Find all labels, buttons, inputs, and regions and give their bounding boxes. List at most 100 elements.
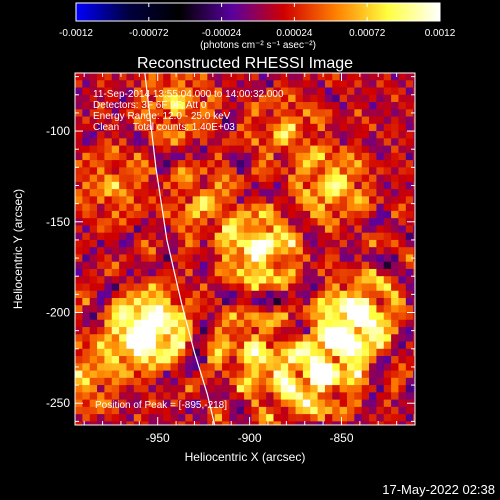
heatmap-cell	[163, 414, 171, 422]
heatmap-cell	[75, 385, 83, 393]
heatmap-cell	[347, 247, 355, 255]
heatmap-cell	[413, 87, 415, 96]
heatmap-cell	[288, 210, 296, 219]
heatmap-cell	[111, 225, 120, 234]
heatmap-cell	[280, 247, 289, 255]
heatmap-cell	[82, 73, 91, 81]
heatmap-cell	[266, 131, 274, 139]
heatmap-cell	[141, 232, 149, 241]
heatmap-cell	[185, 283, 194, 292]
heatmap-cell	[280, 80, 289, 88]
heatmap-cell	[155, 297, 164, 306]
heatmap-cell	[126, 138, 135, 146]
heatmap-cell	[155, 152, 164, 161]
heatmap-cell	[258, 385, 267, 393]
heatmap-cell	[148, 225, 157, 234]
heatmap-cell	[222, 334, 230, 342]
heatmap-cell	[163, 261, 171, 270]
heatmap-cell	[163, 152, 171, 161]
x-tick-label: -850	[329, 431, 353, 445]
heatmap-cell	[273, 392, 282, 400]
heatmap-cell	[258, 181, 267, 190]
heatmap-cell	[141, 167, 149, 176]
observation-info: 11-Sep-2014 13:55:04.000 to 14:00:32.000…	[93, 89, 284, 133]
heatmap-cell	[229, 312, 238, 321]
heatmap-cell	[177, 370, 186, 379]
heatmap-cell	[317, 305, 326, 313]
heatmap-cell	[244, 305, 252, 313]
heatmap-cell	[383, 406, 392, 415]
heatmap-cell	[229, 327, 238, 335]
heatmap-cell	[111, 160, 120, 168]
heatmap-cell	[398, 116, 407, 125]
heatmap-cell	[324, 297, 333, 306]
heatmap-cell	[310, 167, 318, 176]
heatmap-cell	[273, 385, 282, 393]
heatmap-cell	[280, 341, 289, 350]
heatmap-cell	[236, 421, 245, 425]
heatmap-cell	[302, 218, 311, 226]
heatmap-cell	[126, 203, 135, 212]
heatmap-cell	[280, 131, 289, 139]
heatmap-cell	[405, 327, 414, 335]
heatmap-cell	[192, 102, 201, 110]
heatmap-cell	[148, 385, 157, 393]
heatmap-cell	[391, 356, 399, 364]
heatmap-cell	[376, 414, 385, 422]
heatmap-cell	[163, 385, 171, 393]
heatmap-cell	[258, 399, 267, 408]
heatmap-cell	[244, 276, 252, 284]
heatmap-cell	[185, 94, 194, 103]
heatmap-cell	[207, 399, 216, 408]
heatmap-cell	[398, 138, 407, 146]
heatmap-cell	[317, 138, 326, 146]
heatmap-cell	[251, 312, 260, 321]
heatmap-cell	[119, 152, 127, 161]
heatmap-cell	[383, 73, 392, 81]
heatmap-cell	[163, 297, 171, 306]
heatmap-cell	[361, 232, 370, 241]
heatmap-cell	[369, 131, 377, 139]
heatmap-cell	[133, 370, 142, 379]
heatmap-cell	[214, 189, 223, 197]
heatmap-cell	[398, 189, 407, 197]
heatmap-cell	[405, 370, 414, 379]
heatmap-cell	[302, 239, 311, 248]
heatmap-cell	[185, 356, 194, 364]
heatmap-cell	[185, 145, 194, 154]
heatmap-cell	[177, 414, 186, 422]
heatmap-cell	[324, 370, 333, 379]
heatmap-cell	[354, 276, 363, 284]
heatmap-cell	[82, 218, 91, 226]
heatmap-cell	[280, 312, 289, 321]
heatmap-cell	[229, 406, 238, 415]
heatmap-cell	[369, 290, 377, 299]
heatmap-cell	[170, 297, 179, 306]
heatmap-cell	[383, 80, 392, 88]
heatmap-cell	[324, 312, 333, 321]
heatmap-cell	[82, 414, 91, 422]
heatmap-cell	[288, 334, 296, 342]
heatmap-cell	[111, 73, 120, 81]
heatmap-cell	[280, 421, 289, 425]
heatmap-cell	[317, 232, 326, 241]
heatmap-cell	[97, 167, 105, 176]
heatmap-cell	[354, 102, 363, 110]
heatmap-cell	[229, 305, 238, 313]
heatmap-cell	[163, 312, 171, 321]
heatmap-cell	[288, 414, 296, 422]
heatmap-cell	[361, 87, 370, 96]
heatmap-cell	[97, 218, 105, 226]
heatmap-cell	[339, 276, 348, 284]
heatmap-cell	[97, 131, 105, 139]
heatmap-cell	[207, 254, 216, 263]
heatmap-cell	[376, 203, 385, 212]
heatmap-cell	[148, 160, 157, 168]
heatmap-cell	[376, 196, 385, 205]
heatmap-cell	[273, 218, 282, 226]
heatmap-cell	[244, 406, 252, 415]
heatmap-cell	[251, 356, 260, 364]
heatmap-cell	[369, 385, 377, 393]
heatmap-cell	[133, 203, 142, 212]
heatmap-cell	[369, 297, 377, 306]
